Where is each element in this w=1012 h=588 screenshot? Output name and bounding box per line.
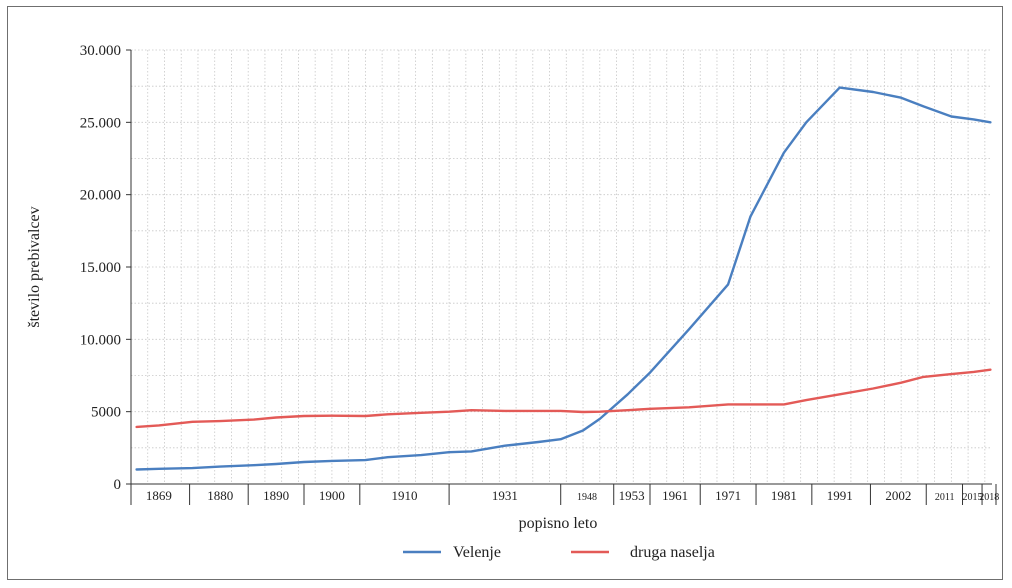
x-tick-label: 1953 <box>619 488 645 503</box>
legend-label-druga-naselja: druga naselja <box>630 544 715 561</box>
y-axis-title: število prebivalcev <box>26 206 43 327</box>
legend: Velenje druga naselja <box>403 544 715 561</box>
y-tick-label: 10.000 <box>80 332 121 348</box>
y-tick-label: 25.000 <box>80 115 121 131</box>
series-line-velenje <box>135 86 992 471</box>
x-tick-label: 1948 <box>577 492 597 503</box>
y-tick-labels: 0 5000 10.000 15.000 20.000 25.000 30.000 <box>80 43 121 493</box>
x-tick-label: 1931 <box>492 488 518 503</box>
x-tick-label: 2011 <box>935 492 955 503</box>
x-tick-label: 2018 <box>979 492 999 503</box>
y-tick-label: 15.000 <box>80 260 121 276</box>
y-tick-label: 20.000 <box>80 188 121 204</box>
x-tick-label: 1880 <box>207 488 233 503</box>
x-tick-label: 1890 <box>263 488 289 503</box>
x-tick-labels: 1869 1880 1890 1900 1910 1931 1948 1953 1961 1971… <box>146 488 999 503</box>
x-tick-label: 1900 <box>319 488 345 503</box>
x-tick-label: 2002 <box>885 488 911 503</box>
legend-label-velenje: Velenje <box>453 544 501 561</box>
x-tick-label: 1961 <box>662 488 688 503</box>
series-line-druga-naselja <box>135 368 992 429</box>
series-lines <box>135 86 992 471</box>
x-tick-label: 1869 <box>146 488 172 503</box>
x-tick-label: 1971 <box>715 488 741 503</box>
x-tick-label: 2015 <box>963 492 983 503</box>
x-tick-label: 1981 <box>771 488 797 503</box>
axes <box>126 49 997 505</box>
y-tick-label: 5000 <box>91 405 121 421</box>
y-tick-label: 0 <box>114 477 122 493</box>
x-axis-title: popisno leto <box>519 515 598 532</box>
y-tick-label: 30.000 <box>80 43 121 59</box>
x-tick-label: 1991 <box>827 488 853 503</box>
x-tick-label: 1910 <box>391 488 417 503</box>
